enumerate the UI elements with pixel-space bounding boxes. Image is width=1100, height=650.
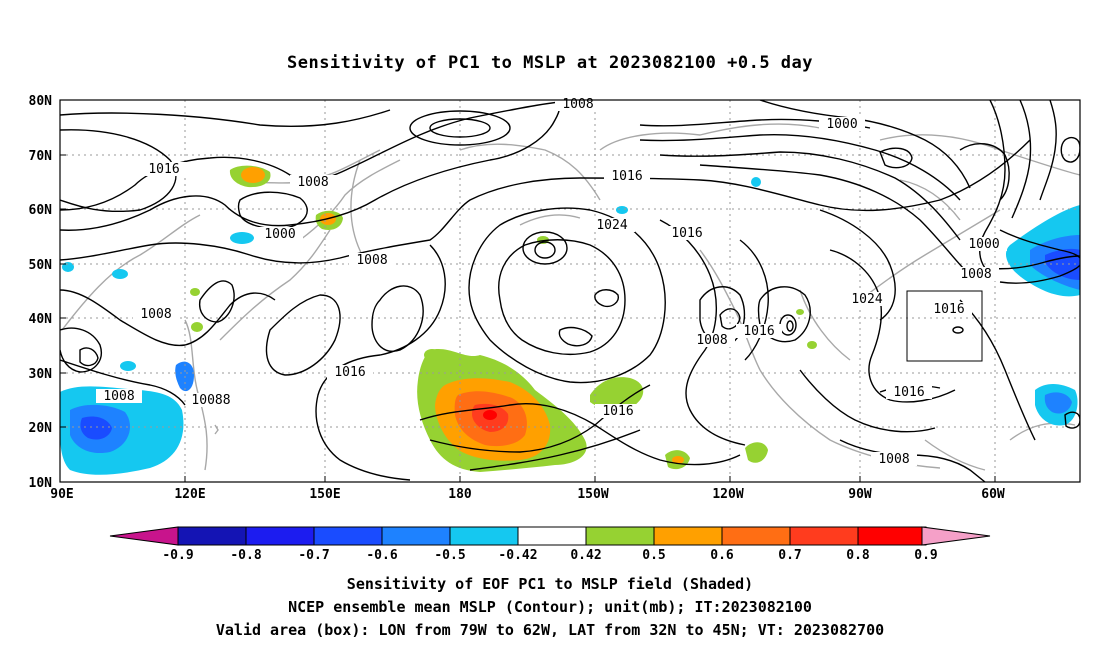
svg-text:1000: 1000	[968, 237, 999, 252]
positive-sensitivity-patches	[190, 165, 817, 472]
lat-lon-grid	[60, 100, 1080, 482]
colorbar-cell	[517, 526, 587, 546]
svg-text:1016: 1016	[611, 169, 642, 184]
colorbar-cell	[789, 526, 859, 546]
colorbar-high-end-arrow	[921, 526, 991, 546]
lon-label: 90E	[50, 487, 73, 502]
svg-text:1000: 1000	[826, 117, 857, 132]
contour-label: 1008	[871, 452, 917, 467]
contour-label: 1008	[96, 389, 142, 404]
contour-label: 1000	[961, 237, 1007, 252]
lat-label: 50N	[29, 258, 53, 273]
svg-text:1008: 1008	[562, 97, 593, 112]
negative-sensitivity-patches	[60, 177, 1080, 475]
colorbar-cell	[585, 526, 655, 546]
contour-label: 1008	[133, 307, 179, 322]
colorbar-tick-label: 0.6	[710, 548, 734, 563]
colorbar-tick-label: 0.7	[778, 548, 801, 563]
valid-area-box	[906, 290, 983, 362]
colorbar-cell	[245, 526, 315, 546]
contour-label: 1008	[689, 333, 735, 348]
colorbar-tick-label: -0.8	[230, 548, 261, 563]
lon-label: 120E	[174, 487, 205, 502]
colorbar-tick-label: 0.8	[846, 548, 870, 563]
contour-label: 1016	[604, 169, 650, 184]
contour-label: 1008	[953, 267, 999, 282]
contour-label: 1024	[589, 218, 635, 233]
colorbar-tick-label: -0.7	[298, 548, 329, 563]
longitude-axis: 90E 120E 150E 180 150W 120W 90W 60W	[50, 476, 1005, 502]
svg-text:1016: 1016	[671, 226, 702, 241]
svg-text:1016: 1016	[602, 404, 633, 419]
svg-text:1016: 1016	[334, 365, 365, 380]
lon-label: 150W	[577, 487, 608, 502]
lat-label: 20N	[29, 421, 53, 436]
contour-label: 1016	[141, 162, 187, 177]
svg-text:1016: 1016	[893, 385, 924, 400]
svg-text:1008: 1008	[878, 452, 909, 467]
contour-label: 1008	[349, 253, 395, 268]
map-panel: 1008 1000 1016 1008 1000 1016 1008 1024 …	[29, 94, 1081, 502]
svg-text:1016: 1016	[148, 162, 179, 177]
colorbar-tick-label: 0.9	[914, 548, 937, 563]
contour-label: 1016	[926, 302, 972, 317]
contour-label: 1016	[664, 226, 710, 241]
contour-label: 1024	[844, 292, 890, 307]
lon-label: 180	[448, 487, 472, 502]
colorbar-tick-label: 0.42	[570, 548, 601, 563]
mslp-contours	[60, 100, 1080, 482]
svg-text:1008: 1008	[140, 307, 171, 322]
contour-label: 1008	[290, 175, 336, 190]
colorbar-cell	[653, 526, 723, 546]
contour-label: 10088	[188, 393, 234, 408]
svg-text:10088: 10088	[191, 393, 230, 408]
lat-label: 60N	[29, 203, 53, 218]
map-title: Sensitivity of PC1 to MSLP at 2023082100…	[287, 53, 813, 73]
lat-label: 30N	[29, 367, 53, 382]
colorbar-tick-label: -0.5	[434, 548, 465, 563]
contour-label: 1000	[257, 227, 303, 242]
colorbar-cell	[177, 526, 247, 546]
caption-line-1: Sensitivity of EOF PC1 to MSLP field (Sh…	[347, 575, 753, 593]
svg-text:1024: 1024	[851, 292, 882, 307]
lat-label: 80N	[29, 94, 53, 109]
svg-text:1024: 1024	[596, 218, 627, 233]
lon-label: 120W	[712, 487, 743, 502]
svg-text:1016: 1016	[743, 324, 774, 339]
latitude-axis: 80N 70N 60N 50N 40N 30N 20N 10N	[29, 94, 66, 491]
colorbar-cell	[857, 526, 927, 546]
lon-label: 90W	[848, 487, 872, 502]
svg-text:1008: 1008	[103, 389, 134, 404]
colorbar-low-end-arrow	[109, 526, 179, 546]
contour-label: 1016	[595, 404, 641, 419]
colorbar-cell	[313, 526, 383, 546]
colorbar-cell	[449, 526, 519, 546]
svg-text:1000: 1000	[264, 227, 295, 242]
lat-label: 70N	[29, 149, 53, 164]
contour-label: 1016	[327, 365, 373, 380]
svg-text:1008: 1008	[960, 267, 991, 282]
lon-label: 60W	[981, 487, 1005, 502]
lat-label: 40N	[29, 312, 53, 327]
contour-label: 1000	[819, 117, 865, 132]
colorbar-tick-label: -0.6	[366, 548, 397, 563]
colorbar-tick-label: -0.9	[162, 548, 193, 563]
colorbar: -0.9 -0.8 -0.7 -0.6 -0.5 -0.42 0.42 0.5 0.6 0.7 0.…	[109, 526, 991, 563]
contour-label: 1016	[736, 324, 782, 339]
caption-line-3: Valid area (box): LON from 79W to 62W, L…	[216, 621, 884, 639]
svg-text:1008: 1008	[356, 253, 387, 268]
contour-label: 1016	[886, 385, 932, 400]
contour-label: 1008	[555, 97, 601, 112]
colorbar-cell	[381, 526, 451, 546]
lon-label: 150E	[309, 487, 340, 502]
colorbar-tick-label: -0.42	[498, 548, 537, 563]
lat-label: 10N	[29, 476, 53, 491]
colorbar-tick-label: 0.5	[642, 548, 665, 563]
svg-text:1008: 1008	[297, 175, 328, 190]
colorbar-cell	[721, 526, 791, 546]
svg-text:1016: 1016	[933, 302, 964, 317]
svg-text:1008: 1008	[696, 333, 727, 348]
caption-line-2: NCEP ensemble mean MSLP (Contour); unit(…	[288, 598, 812, 616]
